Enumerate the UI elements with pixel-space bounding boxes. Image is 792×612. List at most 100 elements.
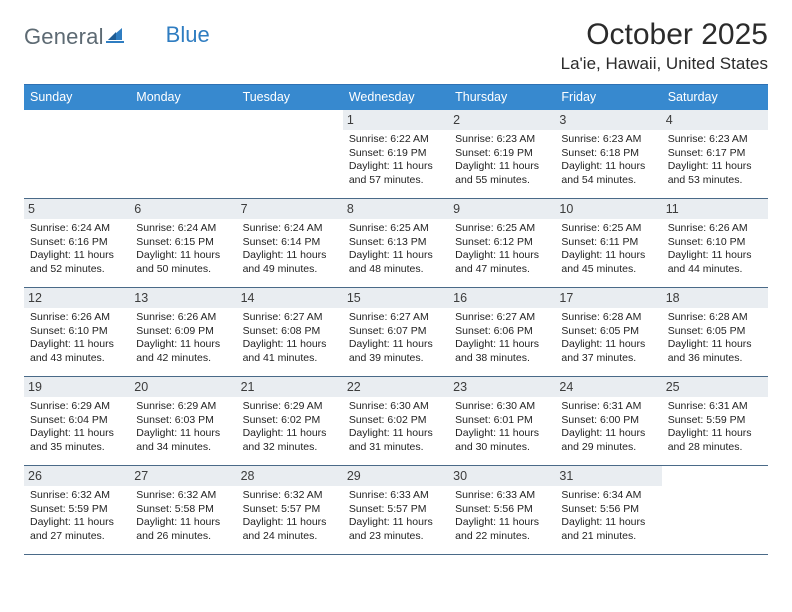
- daylight-line1: Daylight: 11 hours: [668, 160, 762, 174]
- sunrise-text: Sunrise: 6:29 AM: [243, 400, 337, 414]
- daylight-line1: Daylight: 11 hours: [136, 338, 230, 352]
- day-number: 21: [237, 377, 343, 397]
- day-number: 22: [343, 377, 449, 397]
- day-cell: 5Sunrise: 6:24 AMSunset: 6:16 PMDaylight…: [24, 199, 130, 287]
- day-number: 10: [555, 199, 661, 219]
- sunset-text: Sunset: 6:00 PM: [561, 414, 655, 428]
- day-number: [237, 110, 343, 116]
- day-info: Sunrise: 6:24 AMSunset: 6:16 PMDaylight:…: [30, 222, 124, 277]
- sunrise-text: Sunrise: 6:24 AM: [30, 222, 124, 236]
- daylight-line1: Daylight: 11 hours: [349, 338, 443, 352]
- day-cell: 18Sunrise: 6:28 AMSunset: 6:05 PMDayligh…: [662, 288, 768, 376]
- day-cell: 4Sunrise: 6:23 AMSunset: 6:17 PMDaylight…: [662, 110, 768, 198]
- day-cell: 6Sunrise: 6:24 AMSunset: 6:15 PMDaylight…: [130, 199, 236, 287]
- day-number: [130, 110, 236, 116]
- day-info: Sunrise: 6:23 AMSunset: 6:18 PMDaylight:…: [561, 133, 655, 188]
- day-info: Sunrise: 6:29 AMSunset: 6:04 PMDaylight:…: [30, 400, 124, 455]
- day-cell: 11Sunrise: 6:26 AMSunset: 6:10 PMDayligh…: [662, 199, 768, 287]
- day-info: Sunrise: 6:25 AMSunset: 6:13 PMDaylight:…: [349, 222, 443, 277]
- daylight-line2: and 42 minutes.: [136, 352, 230, 366]
- daylight-line1: Daylight: 11 hours: [30, 516, 124, 530]
- day-number: 18: [662, 288, 768, 308]
- daylight-line2: and 24 minutes.: [243, 530, 337, 544]
- daylight-line2: and 27 minutes.: [30, 530, 124, 544]
- day-cell: 21Sunrise: 6:29 AMSunset: 6:02 PMDayligh…: [237, 377, 343, 465]
- daylight-line1: Daylight: 11 hours: [455, 160, 549, 174]
- day-number: 2: [449, 110, 555, 130]
- sunrise-text: Sunrise: 6:32 AM: [30, 489, 124, 503]
- dayhead-tuesday: Tuesday: [237, 85, 343, 110]
- sunset-text: Sunset: 5:57 PM: [243, 503, 337, 517]
- sunrise-text: Sunrise: 6:32 AM: [136, 489, 230, 503]
- week-row: 19Sunrise: 6:29 AMSunset: 6:04 PMDayligh…: [24, 377, 768, 466]
- day-info: Sunrise: 6:33 AMSunset: 5:56 PMDaylight:…: [455, 489, 549, 544]
- day-cell: 23Sunrise: 6:30 AMSunset: 6:01 PMDayligh…: [449, 377, 555, 465]
- page-title: October 2025: [561, 18, 768, 52]
- day-info: Sunrise: 6:26 AMSunset: 6:09 PMDaylight:…: [136, 311, 230, 366]
- sunset-text: Sunset: 6:07 PM: [349, 325, 443, 339]
- day-number: 23: [449, 377, 555, 397]
- day-cell: 24Sunrise: 6:31 AMSunset: 6:00 PMDayligh…: [555, 377, 661, 465]
- day-info: Sunrise: 6:23 AMSunset: 6:19 PMDaylight:…: [455, 133, 549, 188]
- sunrise-text: Sunrise: 6:31 AM: [561, 400, 655, 414]
- day-number: [24, 110, 130, 116]
- daylight-line2: and 30 minutes.: [455, 441, 549, 455]
- daylight-line1: Daylight: 11 hours: [455, 516, 549, 530]
- logo-text-blue: Blue: [166, 22, 210, 48]
- daylight-line1: Daylight: 11 hours: [455, 249, 549, 263]
- day-number: 7: [237, 199, 343, 219]
- day-info: Sunrise: 6:26 AMSunset: 6:10 PMDaylight:…: [30, 311, 124, 366]
- sunrise-text: Sunrise: 6:33 AM: [349, 489, 443, 503]
- day-cell: 12Sunrise: 6:26 AMSunset: 6:10 PMDayligh…: [24, 288, 130, 376]
- daylight-line1: Daylight: 11 hours: [561, 249, 655, 263]
- day-cell: 26Sunrise: 6:32 AMSunset: 5:59 PMDayligh…: [24, 466, 130, 554]
- day-cell: 17Sunrise: 6:28 AMSunset: 6:05 PMDayligh…: [555, 288, 661, 376]
- day-number: 28: [237, 466, 343, 486]
- day-cell: [237, 110, 343, 198]
- weeks-container: 1Sunrise: 6:22 AMSunset: 6:19 PMDaylight…: [24, 110, 768, 555]
- daylight-line1: Daylight: 11 hours: [668, 249, 762, 263]
- daylight-line2: and 35 minutes.: [30, 441, 124, 455]
- sunrise-text: Sunrise: 6:29 AM: [30, 400, 124, 414]
- daylight-line2: and 38 minutes.: [455, 352, 549, 366]
- sunrise-text: Sunrise: 6:28 AM: [668, 311, 762, 325]
- sunset-text: Sunset: 6:04 PM: [30, 414, 124, 428]
- day-info: Sunrise: 6:24 AMSunset: 6:14 PMDaylight:…: [243, 222, 337, 277]
- location-text: La'ie, Hawaii, United States: [561, 54, 768, 74]
- day-cell: [24, 110, 130, 198]
- day-number: 30: [449, 466, 555, 486]
- daylight-line2: and 44 minutes.: [668, 263, 762, 277]
- daylight-line2: and 39 minutes.: [349, 352, 443, 366]
- sunrise-text: Sunrise: 6:30 AM: [455, 400, 549, 414]
- daylight-line2: and 43 minutes.: [30, 352, 124, 366]
- daylight-line1: Daylight: 11 hours: [136, 249, 230, 263]
- week-row: 12Sunrise: 6:26 AMSunset: 6:10 PMDayligh…: [24, 288, 768, 377]
- daylight-line1: Daylight: 11 hours: [136, 427, 230, 441]
- sunset-text: Sunset: 6:01 PM: [455, 414, 549, 428]
- day-info: Sunrise: 6:27 AMSunset: 6:08 PMDaylight:…: [243, 311, 337, 366]
- day-cell: 16Sunrise: 6:27 AMSunset: 6:06 PMDayligh…: [449, 288, 555, 376]
- daylight-line2: and 28 minutes.: [668, 441, 762, 455]
- sunset-text: Sunset: 6:06 PM: [455, 325, 549, 339]
- sunset-text: Sunset: 6:08 PM: [243, 325, 337, 339]
- logo: General Blue: [24, 18, 210, 50]
- day-info: Sunrise: 6:31 AMSunset: 6:00 PMDaylight:…: [561, 400, 655, 455]
- sunrise-text: Sunrise: 6:26 AM: [668, 222, 762, 236]
- day-info: Sunrise: 6:28 AMSunset: 6:05 PMDaylight:…: [561, 311, 655, 366]
- sunrise-text: Sunrise: 6:25 AM: [455, 222, 549, 236]
- day-cell: 2 Sunrise: 6:23 AMSunset: 6:19 PMDaylight…: [449, 110, 555, 198]
- daylight-line2: and 49 minutes.: [243, 263, 337, 277]
- daylight-line1: Daylight: 11 hours: [349, 427, 443, 441]
- day-number: 4: [662, 110, 768, 130]
- sunset-text: Sunset: 6:16 PM: [30, 236, 124, 250]
- sunset-text: Sunset: 6:10 PM: [30, 325, 124, 339]
- day-number: 19: [24, 377, 130, 397]
- day-info: Sunrise: 6:32 AMSunset: 5:59 PMDaylight:…: [30, 489, 124, 544]
- daylight-line1: Daylight: 11 hours: [243, 249, 337, 263]
- sunset-text: Sunset: 6:03 PM: [136, 414, 230, 428]
- sunset-text: Sunset: 5:59 PM: [668, 414, 762, 428]
- sunrise-text: Sunrise: 6:31 AM: [668, 400, 762, 414]
- sunset-text: Sunset: 6:10 PM: [668, 236, 762, 250]
- dayhead-friday: Friday: [555, 85, 661, 110]
- daylight-line2: and 41 minutes.: [243, 352, 337, 366]
